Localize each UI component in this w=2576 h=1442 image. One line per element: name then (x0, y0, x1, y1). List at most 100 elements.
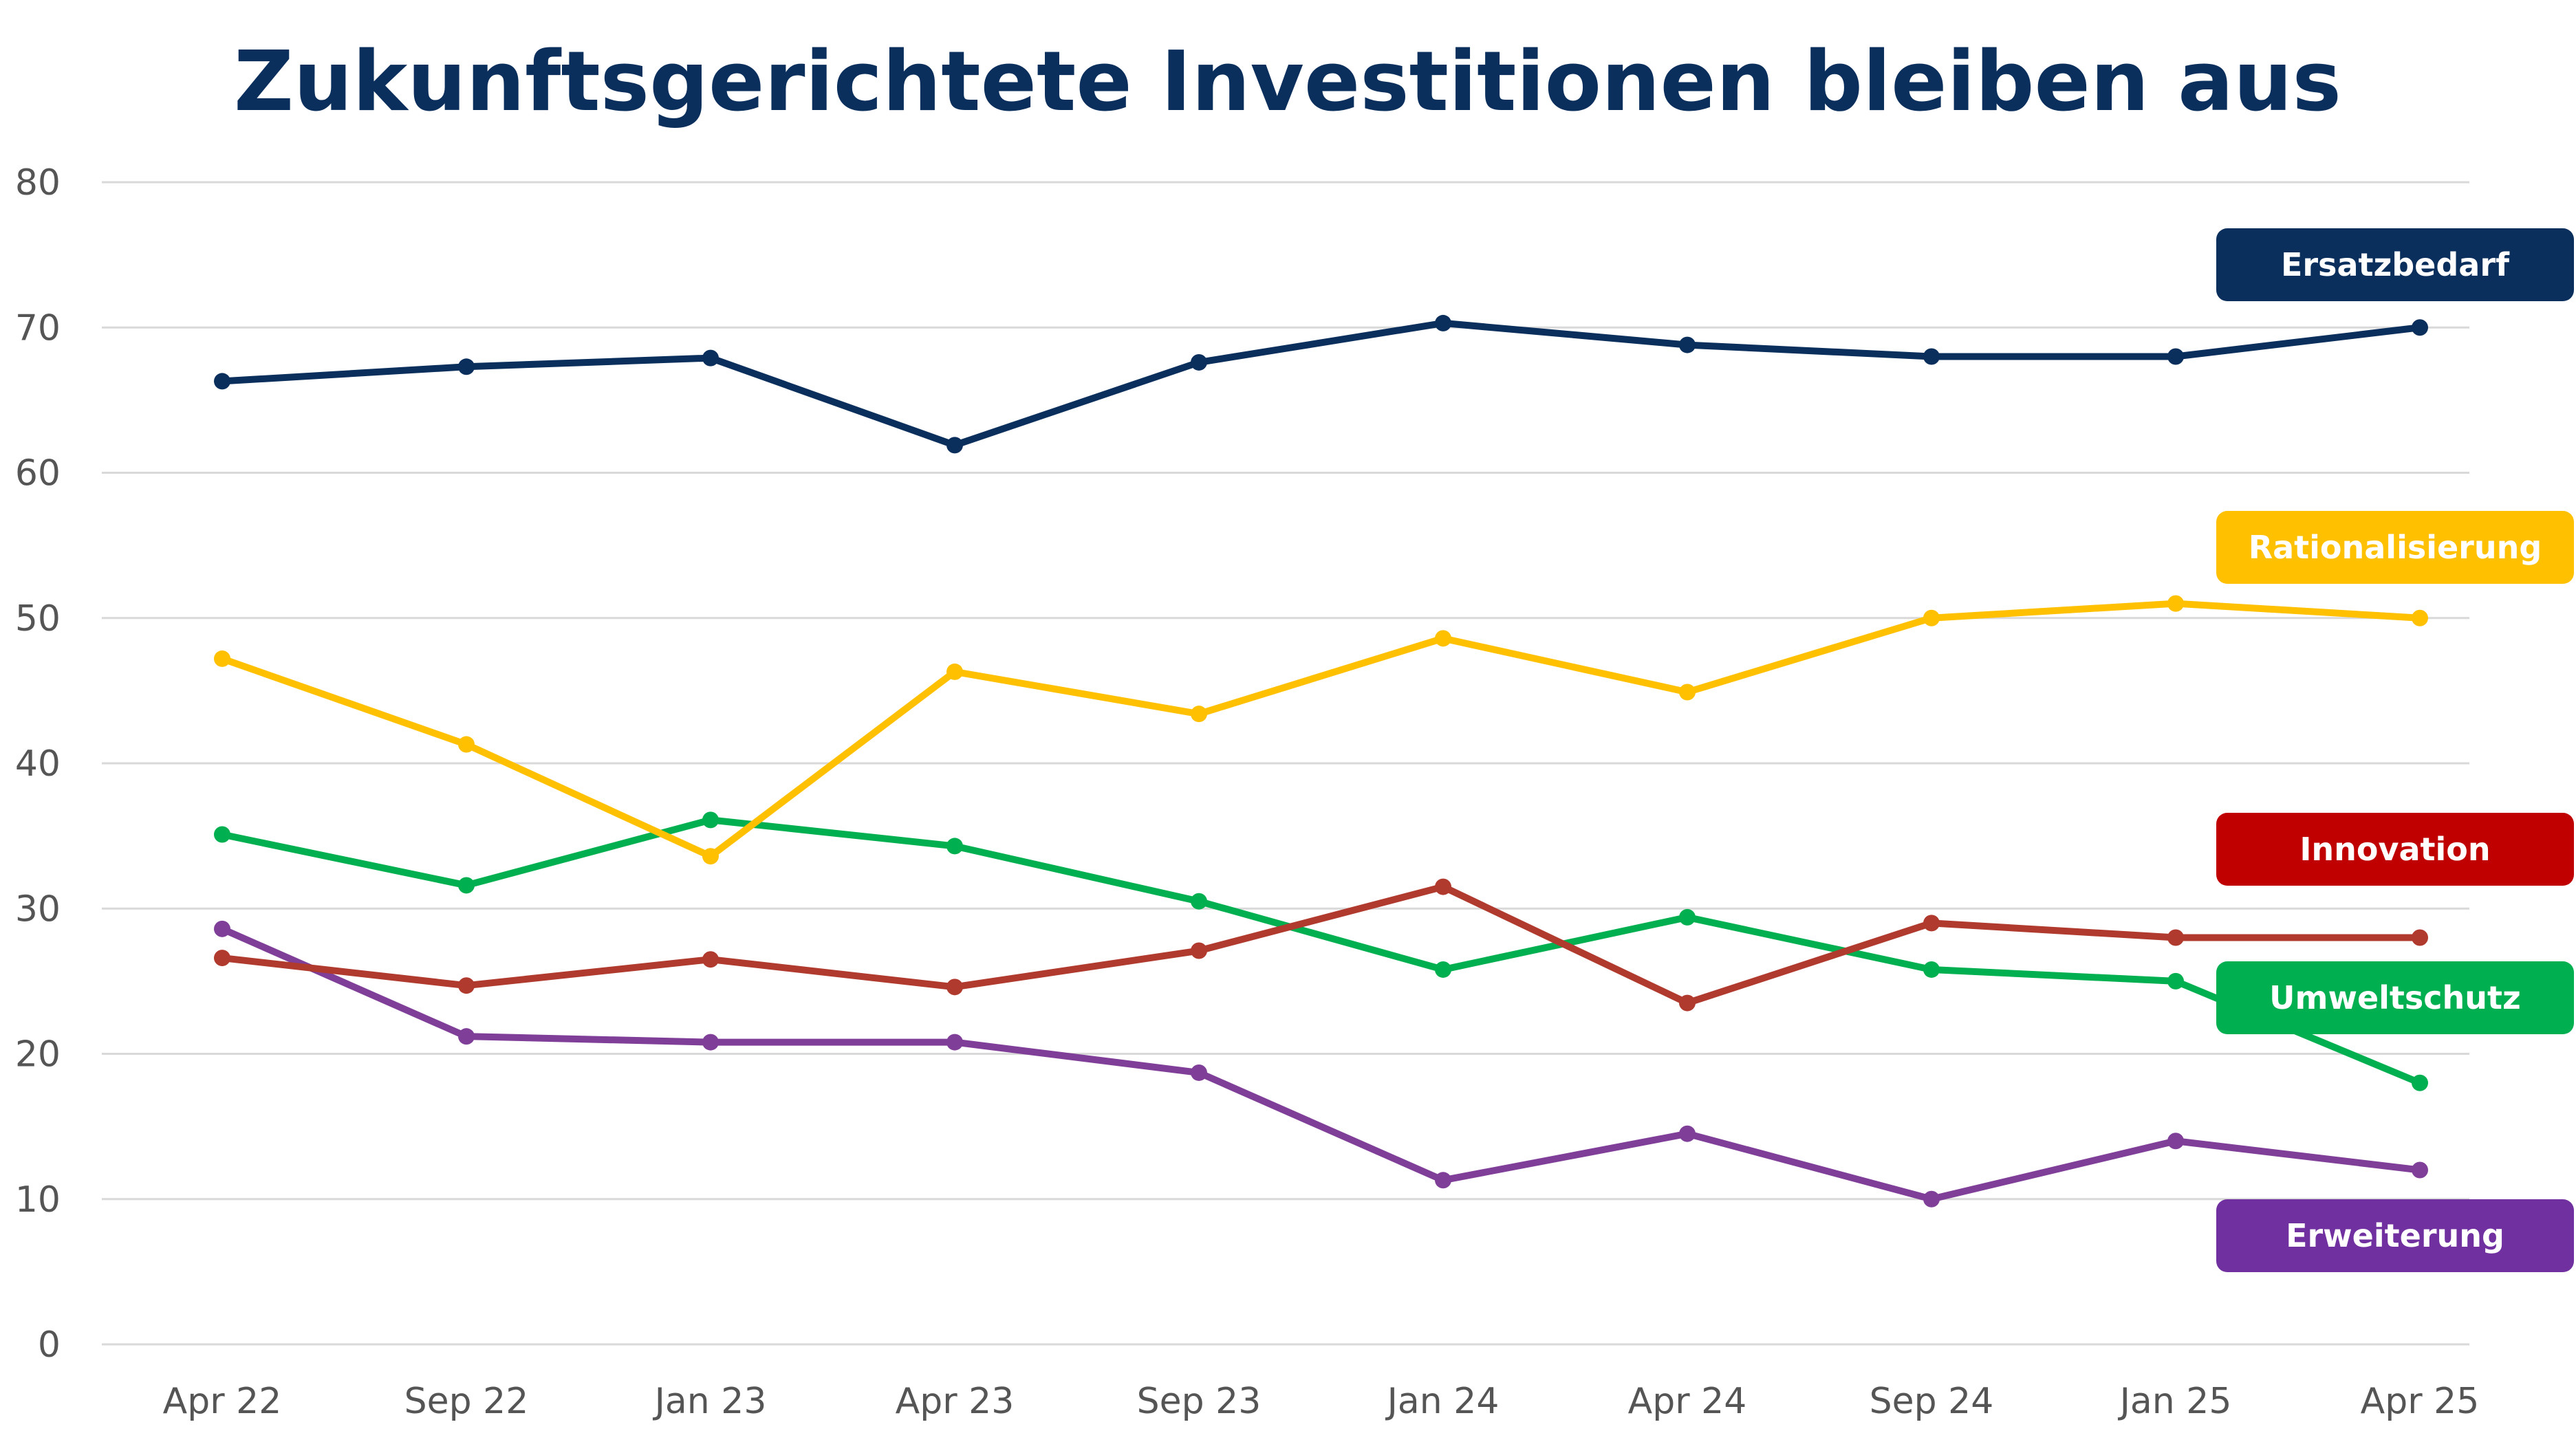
data-point (214, 950, 230, 967)
data-point (458, 736, 475, 753)
series-line-ersatzbedarf (219, 319, 2423, 449)
series-rationalisierung (214, 595, 2428, 865)
data-point (2167, 972, 2184, 990)
data-point (214, 826, 230, 843)
y-tick-label-20: 20 (15, 1034, 61, 1075)
series-lines (214, 314, 2428, 1208)
data-point (2412, 609, 2428, 626)
legend-badge-umweltschutz: Umweltschutz (2216, 961, 2574, 1034)
x-tick-label: Sep 24 (1870, 1381, 1994, 1422)
x-tick-label: Apr 23 (896, 1381, 1015, 1422)
data-point (1679, 994, 1696, 1012)
data-point (1679, 1125, 1696, 1142)
data-point (458, 877, 475, 894)
y-tick-label-80: 80 (15, 162, 61, 204)
data-point (702, 811, 719, 829)
series-ersatzbedarf (214, 314, 2428, 454)
data-point (2167, 1133, 2184, 1150)
data-point (2167, 348, 2184, 365)
y-tick-label-70: 70 (15, 307, 61, 349)
series-erweiterung (214, 920, 2428, 1208)
y-tick-label-50: 50 (15, 598, 61, 640)
data-point (1191, 942, 1207, 959)
series-line-innovation (219, 883, 2423, 1007)
data-point (702, 848, 719, 865)
x-tick-label: Apr 24 (1628, 1381, 1747, 1422)
data-point (946, 979, 963, 996)
data-point (1923, 1190, 1940, 1208)
data-point (458, 977, 475, 994)
legend-badge-label: Umweltschutz (2269, 979, 2521, 1016)
legend-badge-box (2216, 511, 2574, 584)
data-point (458, 358, 475, 375)
x-tick-label: Jan 23 (653, 1381, 767, 1422)
data-point (2412, 929, 2428, 946)
data-point (946, 663, 963, 680)
data-point (1435, 961, 1451, 978)
data-point (946, 838, 963, 855)
grid-lines (102, 181, 2469, 1346)
data-point (2412, 1074, 2428, 1091)
legend-badge-box (2216, 228, 2574, 301)
data-point (2167, 929, 2184, 946)
y-tick-label-0: 0 (38, 1324, 61, 1366)
data-point (1679, 684, 1696, 701)
x-axis-ticks: Apr 22 Sep 22 Jan 23 Apr 23 Sep 23 Jan 24 Apr … (163, 1381, 2480, 1422)
data-point (1679, 908, 1696, 926)
data-point (1435, 630, 1451, 647)
x-tick-label: Jan 24 (1385, 1381, 1500, 1422)
legend-badge-box (2216, 961, 2574, 1034)
legend-badge-box (2216, 813, 2574, 886)
legend-badge-innovation: Innovation (2216, 813, 2574, 886)
y-tick-label-40: 40 (15, 743, 61, 785)
data-point (702, 951, 719, 968)
data-point (2412, 319, 2428, 336)
legend-badge-box (2216, 1199, 2574, 1272)
series-line-umweltschutz (219, 816, 2423, 1086)
x-tick-label: Jan 25 (2118, 1381, 2232, 1422)
y-axis-ticks: 0 10 20 30 40 50 60 70 80 (15, 162, 61, 1366)
data-point (702, 1034, 719, 1051)
data-point (1191, 706, 1207, 723)
legend-badge-label: Rationalisierung (2249, 529, 2542, 566)
y-tick-label-30: 30 (15, 888, 61, 930)
data-point (702, 349, 719, 367)
series-innovation (214, 878, 2428, 1012)
legend-badge-rationalisierung: Rationalisierung (2216, 511, 2574, 584)
data-point (1923, 915, 1940, 932)
data-point (1435, 314, 1451, 331)
data-point (214, 373, 230, 390)
series-line-rationalisierung (219, 600, 2423, 860)
legend-badge-label: Erweiterung (2286, 1217, 2504, 1254)
data-point (946, 437, 963, 454)
legend-badge-label: Innovation (2299, 831, 2490, 868)
x-tick-label: Sep 23 (1137, 1381, 1262, 1422)
data-point (458, 1028, 475, 1045)
y-tick-label-10: 10 (15, 1179, 61, 1221)
series-umweltschutz (214, 811, 2428, 1091)
chart-title: Zukunftsgerichtete Investitionen bleiben… (234, 34, 2341, 130)
data-point (214, 920, 230, 937)
data-point (1679, 336, 1696, 353)
data-point (1923, 348, 1940, 365)
data-point (2412, 1161, 2428, 1179)
data-point (214, 650, 230, 667)
data-point (1191, 1064, 1207, 1081)
data-point (1923, 609, 1940, 626)
data-point (1435, 1172, 1451, 1189)
y-tick-label-60: 60 (15, 453, 61, 494)
data-point (1191, 893, 1207, 910)
legend-badge-ersatzbedarf: Ersatzbedarf (2216, 228, 2574, 301)
data-point (1435, 878, 1451, 895)
x-tick-label: Apr 22 (163, 1381, 282, 1422)
series-line-erweiterung (219, 925, 2423, 1203)
legend-badge-label: Ersatzbedarf (2281, 246, 2510, 283)
data-point (946, 1034, 963, 1051)
x-tick-label: Apr 25 (2361, 1381, 2480, 1422)
x-tick-label: Sep 22 (404, 1381, 529, 1422)
legend-badge-erweiterung: Erweiterung (2216, 1199, 2574, 1272)
data-point (1923, 961, 1940, 978)
data-point (1191, 353, 1207, 371)
series-legend-badges: Ersatzbedarf Rationalisierung Innovation Um… (2216, 228, 2574, 1272)
